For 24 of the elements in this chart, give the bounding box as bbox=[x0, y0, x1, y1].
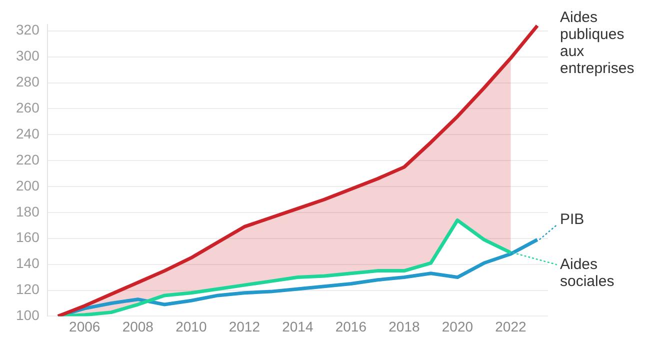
series-label: PIB bbox=[560, 210, 584, 228]
x-tick-label: 2020 bbox=[442, 318, 474, 334]
x-tick-label: 2016 bbox=[335, 318, 367, 334]
y-tick-label: 300 bbox=[16, 48, 40, 64]
y-tick-label: 260 bbox=[16, 100, 40, 116]
series-label: Aides publiques aux entreprises bbox=[560, 8, 634, 77]
x-tick-label: 2018 bbox=[388, 318, 420, 334]
y-tick-label: 180 bbox=[16, 203, 40, 220]
y-tick-label: 200 bbox=[16, 177, 40, 194]
y-tick-label: 240 bbox=[16, 125, 40, 142]
x-tick-label: 2008 bbox=[122, 318, 154, 334]
y-tick-label: 220 bbox=[16, 151, 40, 168]
y-tick-label: 100 bbox=[16, 307, 40, 324]
y-tick-label: 280 bbox=[16, 74, 40, 90]
x-tick-label: 2006 bbox=[69, 318, 100, 334]
legend-label: Aides sociales bbox=[560, 256, 614, 290]
y-tick-label: 120 bbox=[16, 281, 40, 298]
y-tick-label: 320 bbox=[16, 22, 40, 38]
y-tick-label: 160 bbox=[16, 229, 40, 246]
x-tick-label: 2014 bbox=[282, 318, 314, 334]
x-tick-label: 2012 bbox=[228, 318, 260, 334]
x-tick-label: 2010 bbox=[176, 318, 207, 334]
x-tick-label: 2022 bbox=[495, 318, 526, 334]
y-tick-label: 140 bbox=[16, 255, 40, 272]
